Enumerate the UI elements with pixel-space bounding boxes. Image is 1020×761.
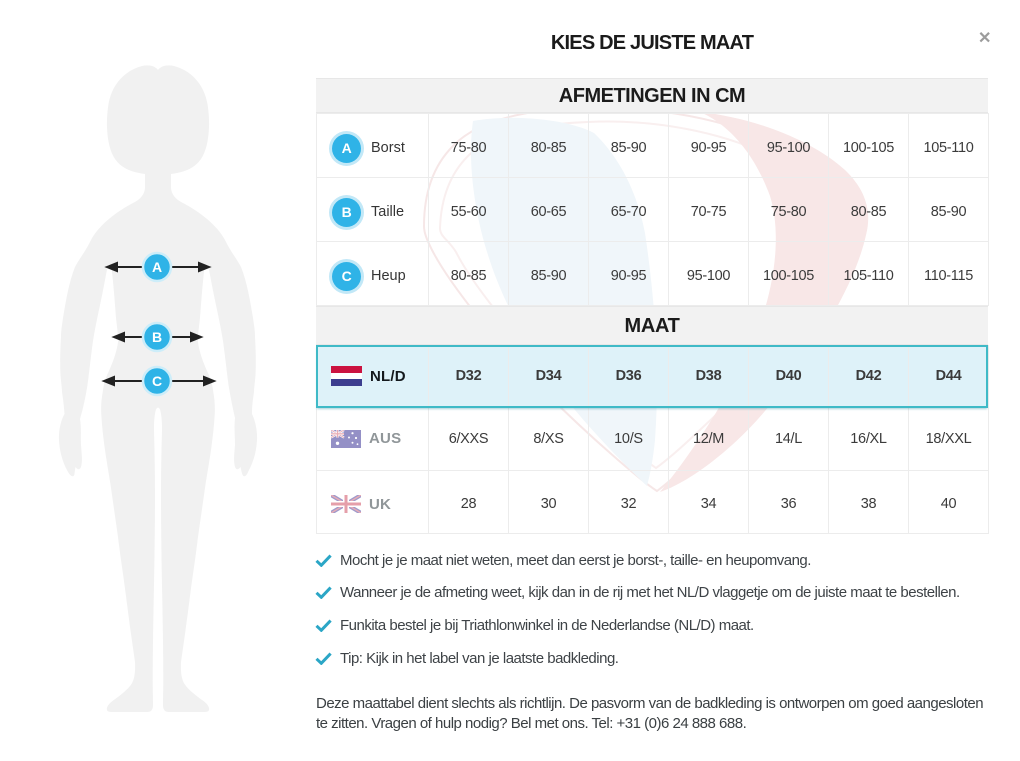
svg-text:C: C [152, 373, 162, 389]
svg-text:B: B [152, 329, 162, 345]
svg-text:A: A [152, 259, 162, 275]
